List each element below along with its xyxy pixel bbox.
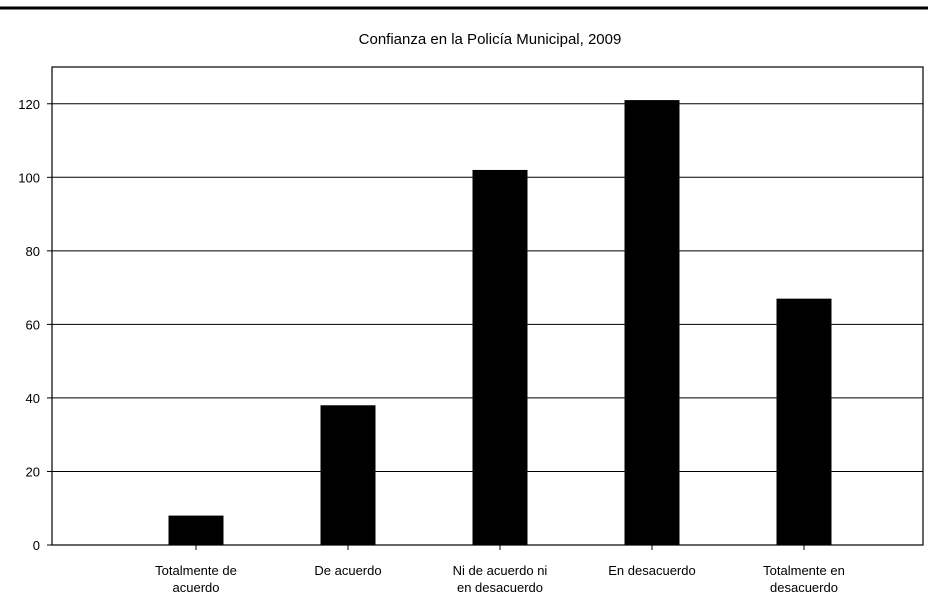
y-tick-label: 120 [18,97,40,112]
chart-title: Confianza en la Policía Municipal, 2009 [359,31,622,48]
bars [168,100,832,545]
x-category-label: Ni de acuerdo ni [453,563,548,578]
y-tick-label: 100 [18,170,40,185]
x-axis-labels: Totalmente de acuerdo De acuerdo Ni de acue… [155,545,845,595]
y-tick-label: 80 [26,244,40,259]
x-category-label: en desacuerdo [457,580,543,595]
x-category-label: desacuerdo [770,580,838,595]
x-category-label: Totalmente en [763,563,845,578]
y-tick-label: 0 [33,538,40,553]
bar [472,169,528,545]
y-tick-label: 40 [26,391,40,406]
x-category-label: En desacuerdo [608,563,695,578]
y-tick-label: 60 [26,317,40,332]
x-category-label: acuerdo [173,580,220,595]
y-axis-ticks: 0 20 40 60 80 100 120 [18,97,52,553]
x-category-label: De acuerdo [314,563,381,578]
bar [776,298,832,545]
bar [320,405,376,545]
x-category-label: Totalmente de [155,563,237,578]
bar [624,100,680,545]
bar [168,515,224,545]
y-tick-label: 20 [26,464,40,479]
